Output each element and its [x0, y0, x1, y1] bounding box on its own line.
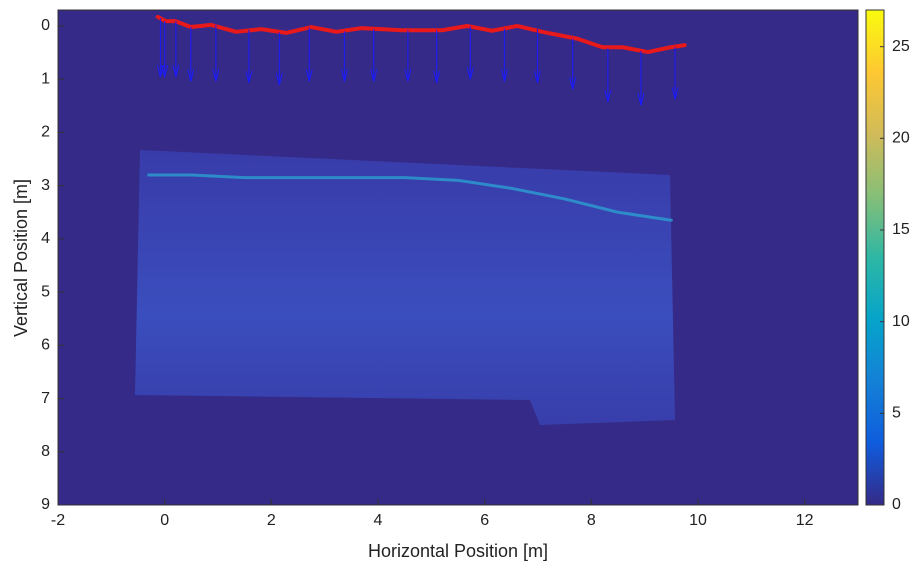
arrow: [212, 24, 220, 82]
y-tick-label: 4: [41, 230, 50, 247]
scan-region: [135, 150, 675, 425]
arrow-head: [305, 69, 313, 82]
y-tick-label: 5: [41, 283, 50, 300]
arrow-head: [245, 70, 253, 84]
x-tick-label: 10: [689, 512, 707, 529]
arrow: [404, 30, 412, 82]
colorbar-tick-label: 15: [892, 221, 910, 238]
y-tick-label: 8: [41, 443, 50, 460]
x-tick-label: -2: [51, 512, 65, 529]
arrow: [466, 26, 474, 80]
arrow: [275, 32, 283, 86]
colorbar-tick-label: 10: [892, 313, 910, 330]
x-tick-label: 4: [374, 512, 383, 529]
arrow: [187, 27, 195, 82]
arrow: [500, 28, 508, 82]
x-tick-label: 0: [160, 512, 169, 529]
arrow: [637, 50, 645, 106]
arrow-head: [404, 69, 412, 82]
arrow-head: [212, 69, 220, 82]
arrow: [161, 21, 169, 78]
trajectory-line: [155, 14, 687, 55]
arrow: [533, 29, 541, 84]
plot-frame: [57, 9, 859, 506]
arrow-head: [671, 87, 679, 100]
arrow-head: [569, 77, 577, 90]
colorbar-tick-label: 5: [892, 405, 901, 422]
y-tick-label: 2: [41, 124, 50, 141]
arrow: [569, 38, 577, 90]
y-tick-label: 9: [41, 496, 50, 513]
arrow-head: [433, 70, 441, 84]
y-tick-label: 3: [41, 177, 50, 194]
arrow: [245, 29, 253, 84]
x-tick-label: 6: [480, 512, 489, 529]
colorbar-tick-label: 25: [892, 38, 910, 55]
colorbar: [865, 9, 885, 506]
reflector-line: [147, 173, 673, 222]
arrow: [370, 29, 378, 82]
arrow-head: [637, 93, 645, 106]
y-tick-label: 7: [41, 390, 50, 407]
arrow-head: [161, 64, 169, 78]
arrow: [671, 47, 679, 100]
arrow: [604, 48, 612, 103]
y-axis-label: Vertical Position [m]: [11, 179, 31, 337]
arrow: [305, 27, 313, 82]
arrow-head: [172, 64, 180, 78]
colorbar-tick-label: 0: [892, 496, 901, 513]
y-tick-label: 6: [41, 337, 50, 354]
arrow-head: [466, 67, 474, 80]
arrow: [172, 21, 180, 78]
colorbar-tick-label: 20: [892, 130, 910, 147]
arrow-head: [500, 69, 508, 82]
x-tick-label: 2: [267, 512, 276, 529]
arrow-head: [340, 69, 348, 82]
x-tick-label: 8: [587, 512, 596, 529]
y-tick-label: 0: [41, 17, 50, 34]
arrow-head: [187, 69, 195, 82]
y-tick-label: 1: [41, 70, 50, 87]
arrow: [433, 30, 441, 84]
x-tick-label: 12: [796, 512, 814, 529]
arrow-head: [604, 89, 612, 103]
arrow-head: [370, 69, 378, 82]
arrow-head: [275, 72, 283, 86]
arrow: [340, 31, 348, 82]
x-axis-label: Horizontal Position [m]: [368, 541, 548, 561]
arrow-head: [533, 70, 541, 84]
